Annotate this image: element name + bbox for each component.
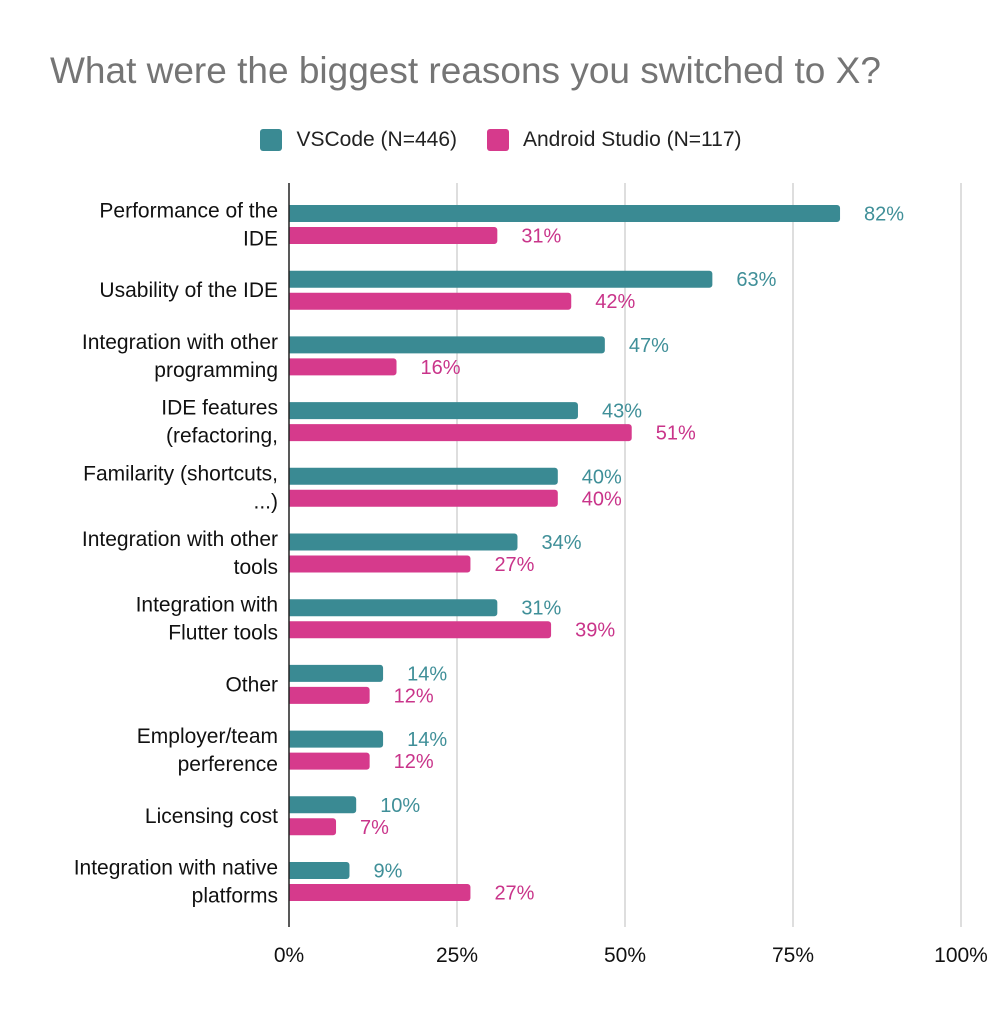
x-tick-label: 50% (604, 944, 646, 967)
bar-android-studio (289, 292, 572, 310)
bar-vscode (289, 270, 713, 288)
bar-vscode (288, 402, 578, 420)
data-label: 31% (521, 226, 561, 248)
data-label: 40% (582, 466, 622, 488)
category-label: Integration with (136, 594, 278, 617)
bar-vscode (289, 862, 350, 879)
bar-vscode (289, 599, 498, 617)
data-label: 31% (521, 598, 561, 620)
data-label: 51% (656, 423, 696, 445)
legend-swatch-vscode (260, 129, 283, 151)
data-label: 40% (582, 488, 622, 510)
data-label: 63% (736, 269, 776, 291)
bar-android-studio (288, 424, 632, 442)
category-label: Flutter tools (168, 622, 278, 645)
data-label: 42% (595, 291, 635, 313)
category-label: Employer/team (137, 725, 278, 748)
bar-android-studio (289, 752, 370, 770)
legend-item-android-studio[interactable]: Android Studio (N=117) (487, 128, 742, 152)
legend-swatch-android-studio (487, 129, 509, 151)
data-label: 14% (407, 729, 447, 751)
bar-vscode (289, 533, 518, 551)
bar-vscode (289, 796, 357, 814)
x-tick-label: 25% (436, 944, 478, 967)
data-label: 27% (494, 883, 534, 905)
data-label: 7% (360, 817, 389, 839)
bar-vscode (289, 205, 841, 222)
bar-android-studio (289, 489, 558, 507)
data-label: 9% (373, 861, 402, 883)
bar-vscode (289, 664, 384, 682)
bar-android-studio (289, 227, 498, 244)
legend-label-android-studio: Android Studio (N=117) (523, 128, 742, 151)
category-label: (refactoring, (166, 425, 278, 448)
data-label: 12% (394, 685, 434, 707)
bar-android-studio (289, 555, 471, 573)
bar-vscode (288, 336, 605, 354)
bar-vscode (289, 467, 558, 485)
chart-title: What were the biggest reasons you switch… (50, 50, 881, 91)
bar-vscode (289, 730, 384, 748)
legend: VSCode (N=446) Android Studio (N=117) (0, 128, 1002, 152)
bar-android-studio (289, 884, 471, 901)
category-label: Integration with other (82, 331, 278, 354)
category-label: Integration with native (74, 857, 278, 880)
category-label: programming (154, 359, 278, 382)
data-label: 43% (602, 401, 642, 423)
data-label: 39% (575, 620, 615, 642)
x-tick-label: 100% (934, 944, 988, 967)
category-label: Integration with other (82, 528, 278, 551)
bar-android-studio (289, 818, 337, 836)
category-label: tools (234, 556, 278, 579)
category-label: Usability of the IDE (99, 279, 278, 302)
legend-label-vscode: VSCode (N=446) (296, 128, 457, 151)
data-label: 82% (864, 204, 904, 226)
category-label: perference (178, 753, 278, 776)
legend-item-vscode[interactable]: VSCode (N=446) (260, 128, 457, 152)
data-label: 34% (541, 532, 581, 554)
category-label: Familarity (shortcuts, (83, 462, 278, 485)
data-label: 47% (629, 335, 669, 357)
data-label: 12% (394, 751, 434, 773)
data-label: 10% (380, 795, 420, 817)
data-label: 14% (407, 663, 447, 685)
x-tick-label: 0% (274, 944, 304, 967)
category-label: IDE features (161, 397, 278, 420)
bar-android-studio (288, 621, 552, 639)
category-label: IDE (243, 228, 278, 251)
category-label: ...) (254, 490, 279, 513)
bar-android-studio (289, 686, 370, 704)
data-label: 27% (494, 554, 534, 576)
category-label: Licensing cost (145, 805, 278, 828)
x-tick-label: 75% (772, 944, 814, 967)
bar-android-studio (289, 358, 397, 376)
category-label: Performance of the (99, 200, 278, 223)
category-label: Other (225, 673, 278, 696)
category-label: platforms (192, 885, 278, 908)
data-label: 16% (421, 357, 461, 379)
